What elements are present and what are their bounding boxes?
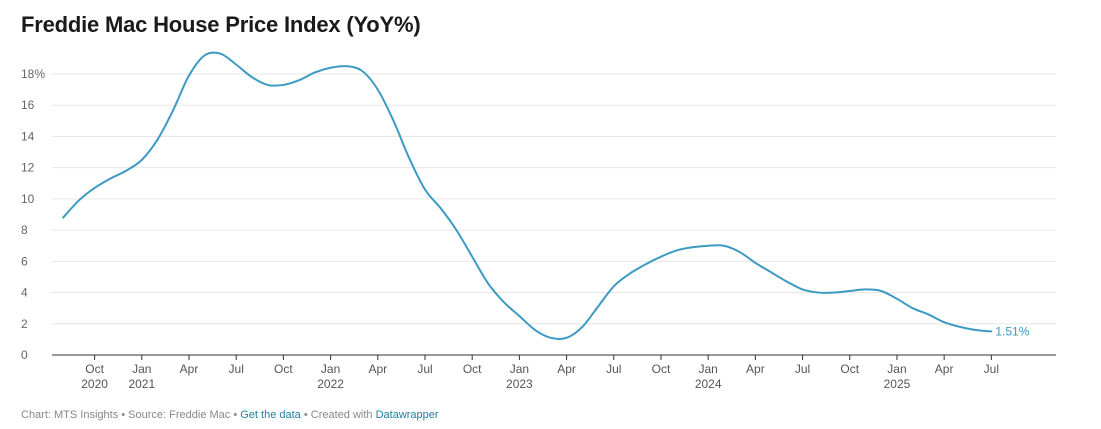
x-tick-year-label: 2024 — [695, 377, 722, 391]
x-tick-year-label: 2022 — [317, 377, 344, 391]
footer-chart-credit: Chart: MTS Insights — [21, 409, 119, 421]
x-tick-year-label: 2023 — [506, 377, 533, 391]
x-tick-label: Jul — [606, 362, 621, 376]
footer-separator: • — [230, 409, 241, 421]
x-tick-label: Jan — [698, 362, 717, 376]
x-tick-label: Jul — [417, 362, 432, 376]
y-tick-label: 12 — [21, 161, 35, 175]
x-tick-label: Oct — [85, 362, 104, 376]
x-tick-label: Jan — [887, 362, 906, 376]
y-tick-label: 0 — [21, 348, 28, 362]
x-tick-label: Oct — [840, 362, 859, 376]
datawrapper-link[interactable]: Datawrapper — [375, 409, 439, 421]
get-data-link[interactable]: Get the data — [240, 409, 301, 421]
x-tick-label: Jul — [984, 362, 999, 376]
y-tick-label: 6 — [21, 254, 28, 268]
y-tick-label: 14 — [21, 129, 35, 143]
chart-footer: Chart: MTS Insights • Source: Freddie Ma… — [21, 409, 439, 421]
y-tick-label: 4 — [21, 286, 28, 300]
chart-title: Freddie Mac House Price Index (YoY%) — [21, 12, 421, 37]
y-axis-ticks: 0 2 4 6 8 10 12 14 16 18% — [21, 67, 45, 362]
x-tick-label: Jan — [321, 362, 340, 376]
y-tick-label: 8 — [21, 223, 28, 237]
x-tick-label: Jan — [132, 362, 151, 376]
gridlines — [52, 73, 1056, 325]
x-tick-label: Oct — [463, 362, 482, 376]
y-tick-label: 16 — [21, 98, 35, 112]
footer-separator: • — [300, 409, 311, 421]
end-value-label: 1.51% — [995, 324, 1029, 338]
y-tick-label: 10 — [21, 192, 35, 206]
x-tick-label: Oct — [652, 362, 671, 376]
x-tick-label: Apr — [180, 362, 199, 376]
footer-source: Source: Freddie Mac — [128, 409, 231, 421]
series-group: 1.51% — [62, 51, 1030, 340]
footer-separator: • — [118, 409, 129, 421]
x-tick-year-label: 2020 — [81, 377, 108, 391]
footer-created-with: Created with — [310, 409, 376, 421]
x-tick-label: Oct — [274, 362, 293, 376]
y-tick-label: 18% — [21, 67, 45, 81]
y-tick-label: 2 — [21, 317, 28, 331]
x-tick-label: Apr — [935, 362, 954, 376]
x-tick-label: Apr — [368, 362, 387, 376]
x-tick-label: Apr — [557, 362, 576, 376]
x-tick-label: Jan — [510, 362, 529, 376]
x-tick-label: Apr — [746, 362, 765, 376]
series-line — [62, 51, 993, 340]
x-tick-year-label: 2021 — [128, 377, 155, 391]
x-tick-label: Jul — [795, 362, 810, 376]
x-tick-label: Jul — [229, 362, 244, 376]
x-tick-year-label: 2025 — [884, 377, 911, 391]
